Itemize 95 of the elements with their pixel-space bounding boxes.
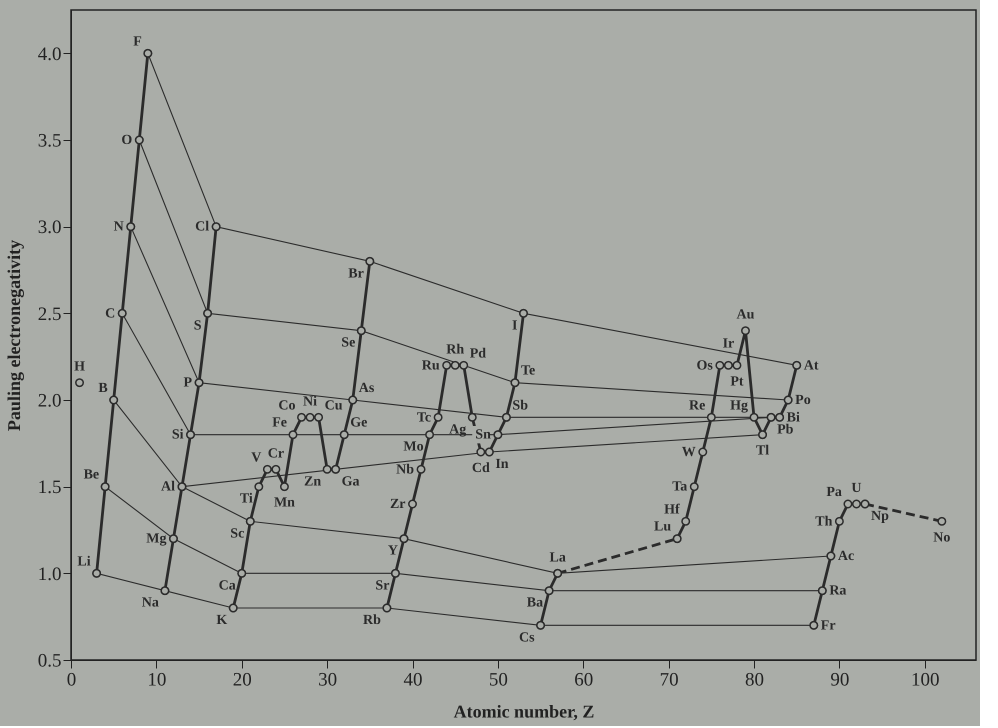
annotation: W	[682, 445, 696, 460]
y-axis-title: Pauling electronegativity	[4, 240, 24, 432]
x-tick-label: 50	[488, 670, 508, 690]
annotation: H	[74, 360, 86, 375]
annotation: Pt	[730, 374, 744, 390]
annotation: Fr	[820, 618, 836, 634]
annotation: Zn	[304, 474, 322, 490]
y-tick-label: 3.5	[38, 130, 62, 152]
annotation: At	[804, 358, 819, 374]
annotation: C	[105, 306, 116, 322]
annotation: Li	[77, 554, 91, 570]
x-tick-label: 70	[660, 670, 679, 690]
annotation: Cu	[324, 398, 343, 414]
annotation: Be	[84, 468, 100, 483]
annotation: S	[194, 318, 202, 334]
annotation: Pb	[777, 422, 794, 438]
annotation: Ac	[838, 549, 854, 564]
y-tick-label: 3.0	[38, 217, 62, 238]
annotation: F	[133, 34, 142, 50]
annotation: P	[184, 376, 193, 391]
annotation: Sc	[230, 526, 244, 542]
annotation: Te	[520, 364, 536, 379]
annotation: Cd	[472, 461, 490, 476]
annotation: N	[114, 220, 124, 235]
x-tick-label: 20	[232, 670, 252, 690]
x-axis-title: Atomic number, Z	[454, 702, 594, 722]
annotation: Fe	[272, 416, 287, 431]
annotation: La	[549, 550, 566, 566]
annotation: Ba	[526, 596, 544, 611]
annotation: Nb	[396, 462, 414, 478]
y-tick-label: 2.0	[38, 390, 62, 412]
annotation: Mo	[403, 440, 424, 455]
y-tick-label: 0.5	[38, 650, 62, 672]
annotation: Si	[172, 428, 184, 443]
annotation: Au	[736, 308, 755, 323]
annotation: Rb	[362, 613, 382, 628]
annotation: Sb	[512, 398, 528, 414]
annotation: Np	[871, 509, 890, 524]
x-tick-label: 40	[404, 670, 423, 690]
annotation: Sr	[375, 578, 390, 594]
x-tick-label: 0	[66, 670, 76, 690]
annotation: Tc	[416, 410, 432, 426]
annotation: Hf	[664, 502, 680, 518]
annotation: Po	[795, 393, 811, 408]
x-tick-label: 10	[147, 670, 166, 690]
x-tick-label: 30	[318, 670, 338, 690]
annotation: Cr	[268, 446, 284, 462]
annotation: As	[358, 381, 375, 396]
annotation: Rh	[446, 342, 464, 358]
y-tick-label: 2.5	[38, 304, 62, 325]
annotation: Ti	[240, 492, 253, 507]
annotation: Se	[341, 336, 356, 351]
annotation: B	[98, 381, 108, 396]
annotation: Al	[160, 480, 176, 495]
annotation: Pd	[470, 346, 486, 362]
annotation: Mn	[274, 496, 296, 511]
annotation: Na	[142, 596, 159, 611]
annotation: Pa	[826, 485, 842, 500]
x-tick-label: 100	[911, 670, 940, 690]
x-tick-label: 80	[745, 670, 764, 690]
y-tick-label: 4.0	[38, 44, 62, 65]
annotation: Ga	[342, 474, 360, 490]
annotation: Sn	[475, 428, 492, 443]
annotation: Ir	[722, 336, 734, 352]
annotation: Th	[815, 514, 833, 530]
annotation: Co	[278, 398, 296, 414]
annotation: Ni	[303, 394, 318, 410]
annotation: Ru	[422, 358, 440, 374]
annotation: Br	[348, 266, 364, 282]
x-tick-label: 60	[574, 670, 594, 690]
annotation: Ta	[672, 480, 688, 495]
annotation: Cs	[519, 630, 536, 646]
annotation: Os	[696, 358, 714, 374]
annotation: I	[512, 318, 518, 334]
annotation: Re	[689, 398, 706, 414]
annotation: Ca	[218, 578, 236, 594]
annotation: Zr	[390, 497, 406, 512]
annotation: Mg	[146, 532, 166, 547]
annotation: Lu	[654, 520, 672, 535]
annotation: No	[933, 530, 950, 546]
annotation: Hg	[730, 398, 748, 414]
annotation: In	[495, 457, 509, 472]
annotation: Ag	[449, 422, 466, 438]
annotation: K	[216, 613, 228, 628]
annotation: Ge	[350, 416, 368, 431]
annotation: Y	[388, 544, 398, 559]
annotation: V	[251, 450, 262, 466]
annotation: Cl	[195, 220, 210, 235]
annotation: Ra	[829, 584, 846, 599]
annotation: U	[851, 481, 862, 496]
y-tick-label: 1.5	[38, 477, 62, 498]
y-tick-label: 1.0	[38, 564, 62, 585]
annotation: Tl	[756, 444, 770, 459]
x-tick-label: 90	[830, 670, 850, 690]
annotation: O	[121, 133, 132, 148]
